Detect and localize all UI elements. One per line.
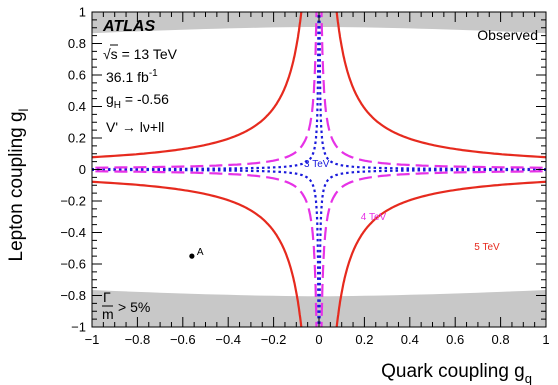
y-tick-label: −0.6 [60, 257, 86, 272]
y-tick-label: 0.8 [68, 36, 86, 51]
contour-label-3-tev: 3 TeV [304, 159, 330, 170]
contour-4-tev [320, 170, 546, 327]
y-tick-label: −0.4 [60, 225, 86, 240]
x-tick-label: −1 [85, 332, 100, 347]
contour-3-tev [318, 12, 546, 171]
contour-label-5-tev: 5 TeV [474, 242, 500, 253]
gamma-numerator: Γ [103, 289, 111, 305]
energy-label: √s = 13 TeV [103, 46, 178, 62]
x-tick-label: −0.2 [261, 332, 287, 347]
x-tick-label: 0.8 [492, 332, 510, 347]
x-tick-label: 0.4 [401, 332, 419, 347]
y-tick-label: 0.2 [68, 131, 86, 146]
x-tick-label: 0.6 [446, 332, 464, 347]
process-label: V' → lν+ll [106, 119, 164, 135]
x-tick-label: 1 [542, 332, 549, 347]
x-tick-label: 0.2 [355, 332, 373, 347]
x-axis-title: Quark coupling gq [381, 361, 532, 385]
y-tick-label: 1 [79, 5, 86, 20]
contour-5-tev [335, 12, 546, 159]
contour-5-tev [335, 180, 546, 327]
contour-4-tev [92, 170, 318, 327]
contour-labels: 3 TeV 4 TeV 5 TeV [304, 159, 500, 253]
plot-frame [91, 11, 547, 328]
benchmark-label: A [197, 247, 204, 258]
contour-3-tev [92, 168, 320, 327]
contour-label-4-tev: 4 TeV [361, 212, 387, 223]
x-tick-label: −0.6 [170, 332, 196, 347]
width-exclusion-band-bottom [92, 290, 546, 327]
y-tick-label: −1 [71, 320, 86, 335]
contour-5-tev [92, 180, 303, 327]
y-tick-label: −0.2 [60, 194, 86, 209]
contour-4-tev [320, 12, 546, 169]
y-tick-labels: −1 −0.8 −0.6 −0.4 −0.2 0 0.2 0.4 0.6 0.8 1 [60, 5, 86, 335]
contour-3-tev [92, 12, 320, 171]
y-tick-label: 0.6 [68, 68, 86, 83]
gamma-denominator: m [102, 306, 114, 322]
gamma-value: > 5% [118, 299, 150, 315]
x-tick-label: −0.4 [215, 332, 241, 347]
plot-area [92, 12, 546, 327]
x-tick-label: −0.8 [125, 332, 151, 347]
y-tick-label: −0.8 [60, 288, 86, 303]
x-tick-labels: −1 −0.8 −0.6 −0.4 −0.2 0 0.2 0.4 0.6 0.8 1 [85, 332, 550, 347]
lumi-label: 36.1 fb-1 [106, 68, 158, 85]
benchmark-point [189, 253, 195, 259]
contour-4-tev [92, 12, 318, 169]
x-tick-label: 0 [315, 332, 322, 347]
y-tick-label: 0.4 [68, 99, 86, 114]
limit-contours [92, 12, 546, 327]
observed-legend: Observed [477, 27, 538, 43]
y-tick-label: 0 [79, 162, 86, 177]
contour-5-tev [92, 12, 303, 159]
contour-3-tev [318, 168, 546, 327]
gh-label: gH = -0.56 [106, 91, 169, 111]
atlas-label: ATLAS [102, 18, 155, 35]
y-axis-title: Lepton coupling gl [6, 108, 31, 261]
